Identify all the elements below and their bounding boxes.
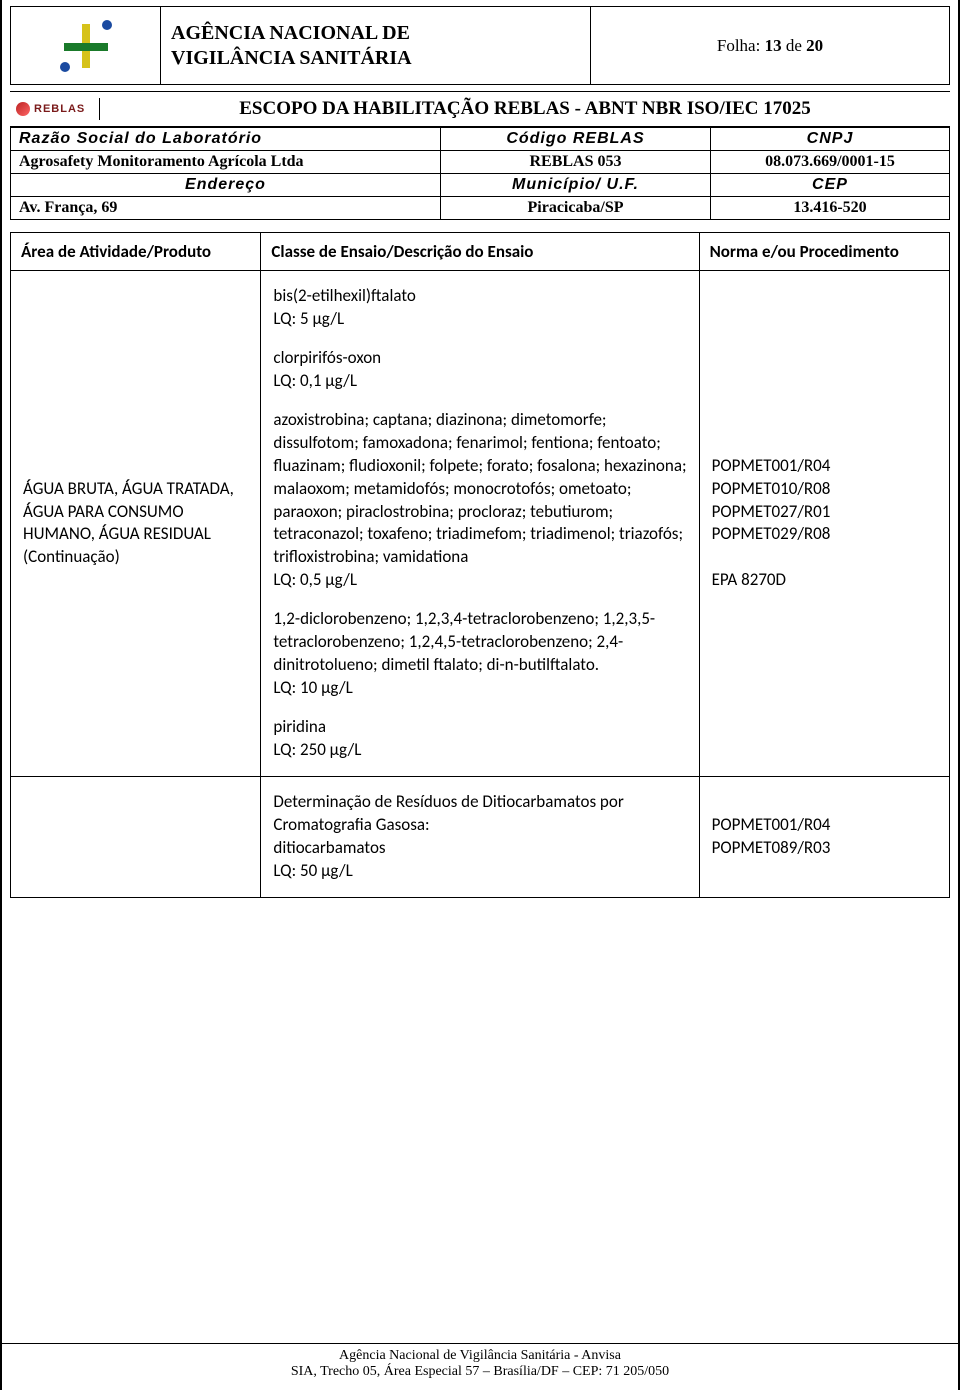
ensaio-p4: 1,2-diclorobenzeno; 1,2,3,4-tetraclorobe… bbox=[273, 608, 686, 700]
th-norma: Norma e/ou Procedimento bbox=[699, 233, 949, 271]
meta-h-razao: Razão Social do Laboratório bbox=[11, 128, 441, 151]
meta-h-municipio: Município/ U.F. bbox=[441, 174, 711, 197]
ensaio-p5: piridinaLQ: 250 µg/L bbox=[273, 716, 686, 762]
content-table: Área de Atividade/Produto Classe de Ensa… bbox=[10, 232, 950, 898]
cell-norma-2: POPMET001/R04POPMET089/R03 bbox=[699, 776, 949, 897]
folha-prefix: Folha: bbox=[717, 36, 765, 55]
table-header-row: Área de Atividade/Produto Classe de Ensa… bbox=[11, 233, 950, 271]
page: AGÊNCIA NACIONAL DE VIGILÂNCIA SANITÁRIA… bbox=[0, 0, 960, 1390]
meta-h-cep: CEP bbox=[711, 174, 950, 197]
th-area: Área de Atividade/Produto bbox=[11, 233, 261, 271]
meta-table: Razão Social do Laboratório Código REBLA… bbox=[10, 127, 950, 220]
cell-ensaio-2: Determinação de Resíduos de Ditiocarbama… bbox=[261, 776, 699, 897]
cell-area-empty bbox=[11, 776, 261, 897]
meta-cep: 13.416-520 bbox=[711, 197, 950, 220]
meta-h-endereco: Endereço bbox=[11, 174, 441, 197]
meta-razao: Agrosafety Monitoramento Agrícola Ltda bbox=[11, 151, 441, 174]
title-row: REBLAS ESCOPO DA HABILITAÇÃO REBLAS - AB… bbox=[10, 91, 950, 220]
meta-h-cnpj: CNPJ bbox=[711, 128, 950, 151]
cell-ensaio-1: bis(2-etilhexil)ftalatoLQ: 5 µg/L clorpi… bbox=[261, 271, 699, 777]
cell-norma-1: POPMET001/R04POPMET010/R08POPMET027/R01P… bbox=[699, 271, 949, 777]
anvisa-logo-cell bbox=[11, 7, 161, 85]
table-row: Determinação de Resíduos de Ditiocarbama… bbox=[11, 776, 950, 897]
header-table: AGÊNCIA NACIONAL DE VIGILÂNCIA SANITÁRIA… bbox=[10, 6, 950, 85]
reblas-logo-text: REBLAS bbox=[34, 103, 85, 115]
ensaio-p3: azoxistrobina; captana; diazinona; dimet… bbox=[273, 409, 686, 593]
table-row: ÁGUA BRUTA, ÁGUA TRATADA, ÁGUA PARA CONS… bbox=[11, 271, 950, 777]
folha-mid: de bbox=[782, 36, 807, 55]
meta-cnpj: 08.073.669/0001-15 bbox=[711, 151, 950, 174]
ensaio-p1: bis(2-etilhexil)ftalatoLQ: 5 µg/L bbox=[273, 285, 686, 331]
folha-num: 13 bbox=[765, 36, 782, 55]
reblas-logo-box: REBLAS bbox=[10, 98, 100, 120]
meta-municipio: Piracicaba/SP bbox=[441, 197, 711, 220]
meta-endereco: Av. França, 69 bbox=[11, 197, 441, 220]
agency-line2: VIGILÂNCIA SANITÁRIA bbox=[171, 46, 580, 71]
footer-line1: Agência Nacional de Vigilância Sanitária… bbox=[10, 1348, 950, 1364]
reblas-mark-icon bbox=[16, 102, 30, 116]
reblas-title: ESCOPO DA HABILITAÇÃO REBLAS - ABNT NBR … bbox=[100, 92, 950, 126]
th-classe: Classe de Ensaio/Descrição do Ensaio bbox=[261, 233, 699, 271]
folha-total: 20 bbox=[806, 36, 823, 55]
footer-line2: SIA, Trecho 05, Área Especial 57 – Brasí… bbox=[10, 1364, 950, 1380]
meta-h-codigo: Código REBLAS bbox=[441, 128, 711, 151]
agency-line1: AGÊNCIA NACIONAL DE bbox=[171, 21, 580, 46]
meta-codigo: REBLAS 053 bbox=[441, 151, 711, 174]
page-footer: Agência Nacional de Vigilância Sanitária… bbox=[2, 1343, 958, 1380]
reblas-title-line: REBLAS ESCOPO DA HABILITAÇÃO REBLAS - AB… bbox=[10, 91, 950, 127]
cell-area: ÁGUA BRUTA, ÁGUA TRATADA, ÁGUA PARA CONS… bbox=[11, 271, 261, 777]
ensaio-p2: clorpirifós-oxonLQ: 0,1 µg/L bbox=[273, 347, 686, 393]
agency-name-cell: AGÊNCIA NACIONAL DE VIGILÂNCIA SANITÁRIA bbox=[161, 7, 591, 85]
folha-cell: Folha: 13 de 20 bbox=[591, 7, 950, 85]
anvisa-logo-icon bbox=[56, 16, 116, 76]
